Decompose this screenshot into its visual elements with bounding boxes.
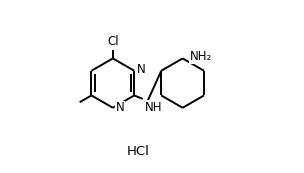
Text: NH: NH [144,101,162,114]
Text: HCl: HCl [127,145,150,158]
Text: N: N [116,101,124,114]
Text: Cl: Cl [107,35,119,48]
Text: N: N [137,63,146,76]
Text: NH₂: NH₂ [189,50,212,63]
